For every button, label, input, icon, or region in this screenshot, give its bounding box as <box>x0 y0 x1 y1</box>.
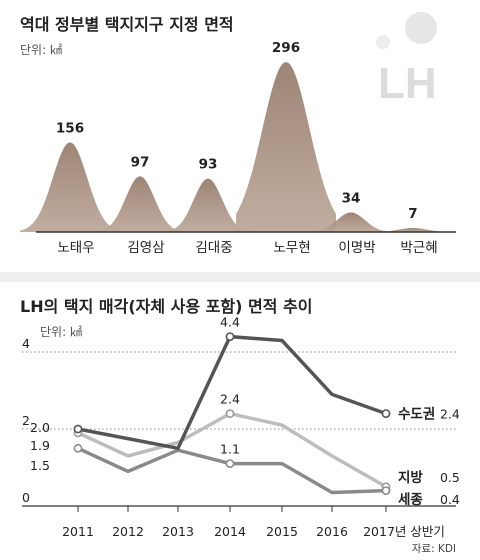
line-value-labels: 2.0 1.9 1.5 4.4 2.4 1.1 수도권 2.4 지방 0.5 세종 0.4 <box>30 315 460 508</box>
y-tick-label: 2 <box>22 413 30 428</box>
series-name-label: 지방 <box>398 469 423 486</box>
series-lines <box>73 332 391 495</box>
category-label: 김영삼 <box>127 240 164 256</box>
category-label: 박근혜 <box>400 240 437 256</box>
lh-logo-circle <box>405 12 437 44</box>
area-peak-노태우 <box>20 142 120 232</box>
peak-value-label: 2.4 <box>220 392 240 407</box>
y-tick-label: 4 <box>22 336 30 351</box>
top-chart-unit: 단위: ㎢ <box>20 43 62 57</box>
x-tick-label: 2012 <box>112 524 144 539</box>
y-tick-labels: 0 2 4 <box>22 336 30 505</box>
lh-logo-dot <box>376 35 390 49</box>
series-marker <box>225 459 235 468</box>
peak-value-label: 97 <box>131 154 150 170</box>
peak-value-label: 7 <box>408 206 417 222</box>
area-peaks <box>20 62 463 232</box>
x-tick-labels: 2011 2012 2013 2014 2015 2016 2017년 상반기 <box>62 506 445 539</box>
peak-value-label: 296 <box>272 40 300 56</box>
category-label: 노태우 <box>57 240 94 256</box>
category-label: 김대중 <box>195 240 232 256</box>
start-value-label: 2.0 <box>30 420 50 435</box>
peak-value-label: 1.1 <box>220 442 240 457</box>
y-tick-label: 0 <box>22 490 30 505</box>
peak-value-label: 4.4 <box>220 315 240 330</box>
peak-value-labels: 156 97 93 296 34 7 <box>56 40 418 222</box>
series-end-value: 2.4 <box>440 407 460 422</box>
top-category-labels: 노태우 김영삼 김대중 노무현 이명박 박근혜 <box>57 240 437 256</box>
peak-value-label: 93 <box>199 157 218 173</box>
series-name-label: 세종 <box>398 492 423 508</box>
category-label: 노무현 <box>273 240 310 256</box>
lh-logo-text: LH <box>378 59 437 108</box>
start-value-label: 1.9 <box>30 438 50 453</box>
x-tick-label: 2015 <box>266 524 298 539</box>
bottom-chart: LH의 택지 매각(자체 사용 포함) 면적 추이 단위: ㎢ 0 2 4 2.0 1… <box>20 297 460 555</box>
lh-logo: LH <box>376 12 437 108</box>
area-peak-김대중 <box>158 178 258 232</box>
series-marker <box>381 486 391 495</box>
x-tick-label: 2013 <box>162 524 194 539</box>
series-marker <box>73 424 83 434</box>
x-tick-label: 2017년 상반기 <box>363 524 445 539</box>
x-tick-label: 2016 <box>316 524 348 539</box>
bottom-chart-unit: 단위: ㎢ <box>40 325 82 339</box>
grid-lines <box>22 351 456 507</box>
area-peak-김영삼 <box>90 176 190 232</box>
series-end-value: 0.5 <box>440 470 460 485</box>
top-chart: 역대 정부별 택지지구 지정 면적 단위: ㎢ LH 156 97 93 296 34 7… <box>20 12 463 256</box>
series-marker <box>381 409 391 418</box>
series-marker <box>73 443 83 453</box>
area-peak-박근혜 <box>363 227 463 232</box>
start-value-label: 1.5 <box>30 458 50 473</box>
area-peak-이명박 <box>301 212 401 232</box>
series-name-label: 수도권 <box>398 407 435 423</box>
top-chart-title: 역대 정부별 택지지구 지정 면적 <box>20 15 234 34</box>
peak-value-label: 156 <box>56 120 84 136</box>
series-marker <box>225 409 235 418</box>
series-marker <box>225 332 235 341</box>
category-label: 이명박 <box>338 240 375 256</box>
area-peak-노무현 <box>236 62 336 232</box>
chart-separator <box>0 272 480 282</box>
source-note: 자료: KDI <box>412 543 456 555</box>
series-end-value: 0.4 <box>440 492 460 507</box>
x-tick-label: 2014 <box>214 524 246 539</box>
x-tick-label: 2011 <box>62 524 94 539</box>
peak-value-label: 34 <box>342 190 361 206</box>
bottom-chart-title: LH의 택지 매각(자체 사용 포함) 면적 추이 <box>20 297 312 316</box>
